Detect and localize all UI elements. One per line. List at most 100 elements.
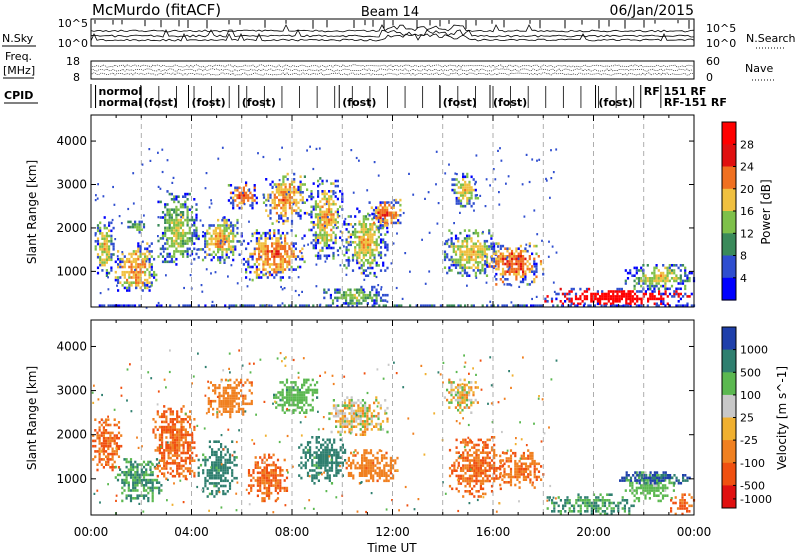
heatmap-cell [129, 465, 133, 469]
heatmap-cell [536, 304, 539, 307]
heatmap-cell [461, 253, 464, 256]
heatmap-cell [204, 250, 207, 254]
heatmap-cell [212, 384, 215, 387]
heatmap-cell [268, 304, 271, 307]
heatmap-cell [247, 194, 250, 197]
heatmap-cell [377, 228, 380, 231]
heatmap-cell [102, 431, 105, 435]
heatmap-cell [336, 179, 339, 183]
heatmap-cell [238, 186, 241, 190]
heatmap-cell [319, 208, 322, 211]
heatmap-cell [188, 231, 191, 235]
heatmap-cell [242, 194, 245, 197]
heatmap-cell [103, 237, 106, 240]
heatmap-cell [129, 494, 133, 497]
heatmap-cell [379, 422, 382, 426]
heatmap-cell [279, 268, 282, 271]
heatmap-cell [464, 175, 467, 179]
heatmap-cell [474, 274, 477, 277]
heatmap-cell [377, 243, 380, 247]
heatmap-cell [115, 442, 118, 445]
heatmap-cell [294, 383, 297, 387]
heatmap-cell [345, 302, 348, 305]
heatmap-cell [322, 461, 325, 465]
heatmap-cell [376, 456, 379, 460]
heatmap-cell [312, 208, 315, 211]
heatmap-cell [188, 192, 191, 196]
heatmap-cell [400, 304, 403, 307]
heatmap-cell [250, 479, 253, 482]
heatmap-cell [300, 466, 303, 470]
heatmap-cell [326, 446, 329, 449]
heatmap-cell [184, 304, 187, 307]
heatmap-cell [217, 456, 220, 459]
heatmap-cell [513, 272, 516, 276]
heatmap-cell [111, 218, 114, 222]
heatmap-cell [330, 246, 333, 250]
heatmap-cell [364, 299, 367, 302]
heatmap-cell [383, 471, 386, 475]
heatmap-cell [306, 188, 309, 191]
heatmap-cell [366, 293, 369, 297]
heatmap-cell [273, 183, 276, 186]
heatmap-cell [576, 304, 579, 307]
heatmap-cell [375, 293, 378, 297]
heatmap-cell [466, 253, 469, 256]
heatmap-cell [236, 221, 239, 225]
heatmap-cell [107, 458, 110, 461]
heatmap-cell [446, 239, 449, 243]
heatmap-cell [328, 210, 331, 214]
heatmap-cell [240, 194, 243, 197]
heatmap-cell [376, 451, 379, 455]
heatmap-cell [141, 270, 144, 274]
heatmap-cell [279, 489, 282, 492]
heatmap-cell [325, 221, 328, 224]
heatmap-cell [281, 263, 284, 266]
heatmap-cell [299, 191, 302, 194]
heatmap-cell [330, 239, 333, 242]
heatmap-cell [490, 237, 493, 240]
heatmap-cell [113, 418, 116, 421]
heatmap-cell [330, 223, 333, 227]
heatmap-cell [301, 398, 304, 402]
heatmap-cell [343, 253, 346, 257]
heatmap-cell [208, 226, 211, 230]
heatmap-cell [358, 482, 361, 485]
heatmap-cell [290, 229, 293, 232]
heatmap-cell [201, 224, 205, 227]
heatmap-cell [219, 242, 222, 245]
heatmap-cell [379, 246, 383, 249]
heatmap-cell [330, 446, 334, 449]
heatmap-cell [173, 446, 177, 450]
heatmap-cell [129, 220, 132, 224]
heatmap-cell [367, 228, 370, 231]
heatmap-cell [459, 245, 462, 248]
heatmap-cell [182, 216, 185, 219]
heatmap-cell [317, 195, 320, 198]
heatmap-cell [504, 255, 507, 258]
heatmap-cell [461, 242, 464, 246]
heatmap-cell [523, 304, 526, 307]
heatmap-cell [657, 274, 660, 277]
heatmap-cell [170, 213, 173, 217]
heatmap-cell [508, 257, 511, 261]
heatmap-cell [189, 443, 192, 447]
heatmap-cell [210, 199, 212, 202]
heatmap-cell [175, 205, 178, 209]
heatmap-cell [178, 472, 181, 475]
heatmap-cell [281, 268, 284, 271]
heatmap-cell [215, 456, 218, 459]
heatmap-cell [648, 277, 652, 280]
heatmap-cell [386, 224, 389, 227]
heatmap-cell [303, 211, 306, 215]
heatmap-cell [265, 463, 268, 467]
heatmap-cell [207, 386, 210, 390]
heatmap-cell [454, 234, 458, 238]
heatmap-cell [132, 484, 135, 487]
heatmap-cell [519, 249, 522, 253]
heatmap-cell [220, 405, 223, 408]
heatmap-cell [96, 226, 100, 230]
heatmap-cell [549, 196, 551, 199]
heatmap-cell [99, 242, 102, 246]
heatmap-cell [204, 245, 207, 248]
